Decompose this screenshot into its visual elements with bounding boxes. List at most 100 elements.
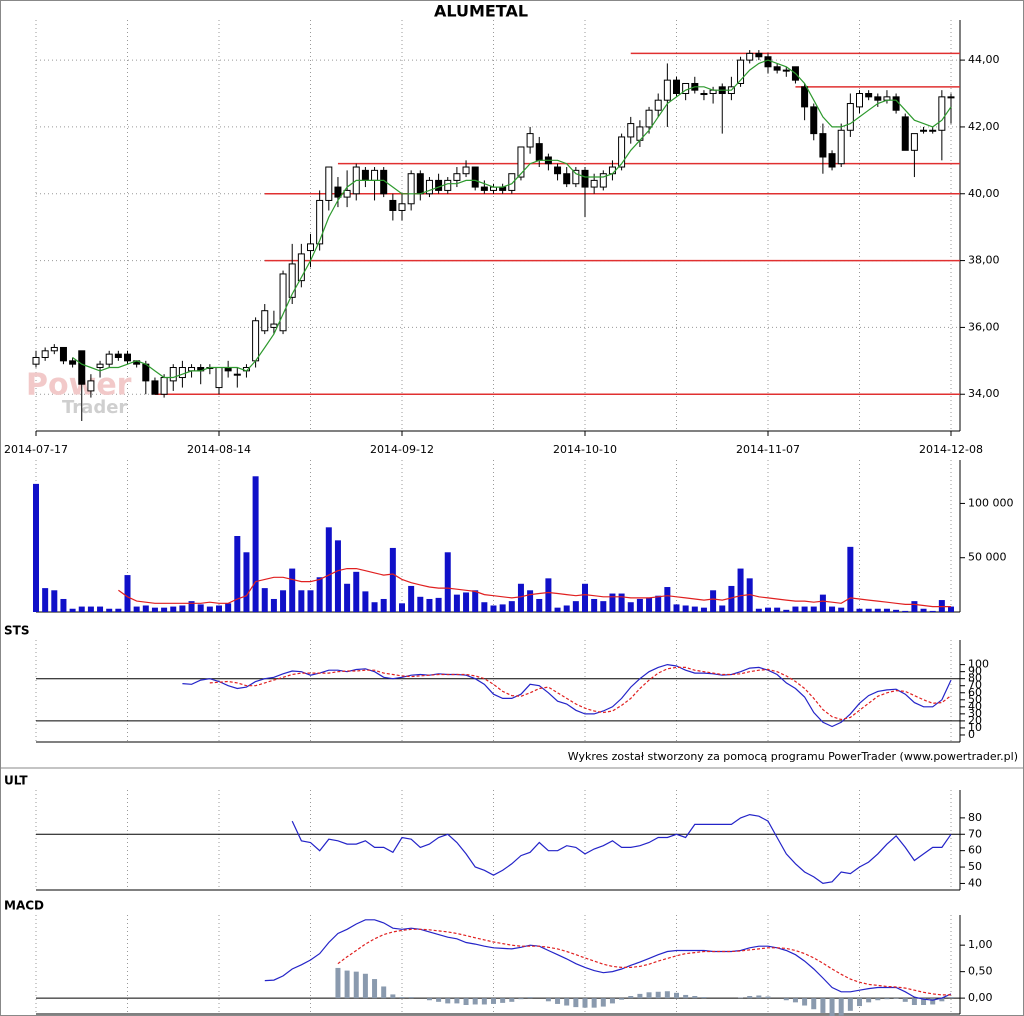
volume-bar xyxy=(435,597,442,612)
candle-body xyxy=(700,93,708,96)
candle-body xyxy=(471,166,479,188)
histogram-bar xyxy=(481,998,487,1005)
volume-bar xyxy=(682,605,689,612)
histogram-bar xyxy=(838,998,844,1016)
volume-bar xyxy=(216,605,222,612)
volume-bar xyxy=(399,603,405,612)
volume-bar xyxy=(197,604,204,612)
candle-body xyxy=(160,377,168,395)
volume-bar xyxy=(307,590,314,612)
candle-body xyxy=(846,103,854,131)
candle-body xyxy=(810,106,818,135)
histogram-bar xyxy=(500,998,506,1003)
histogram-bar xyxy=(472,998,478,1005)
volume-bar xyxy=(646,597,653,612)
candle-body xyxy=(837,129,845,165)
candle-body xyxy=(737,59,745,84)
candle-body xyxy=(124,353,131,362)
volume-bar xyxy=(563,605,570,612)
histogram-bar xyxy=(674,992,679,999)
histogram-bar xyxy=(655,991,661,999)
x-tick-label: 2014-08-14 xyxy=(187,443,251,456)
volume-bar xyxy=(765,607,771,612)
histogram-bar xyxy=(491,998,496,1004)
candle-body xyxy=(782,69,790,72)
candle-body xyxy=(59,346,67,362)
indicator-line xyxy=(209,666,952,721)
volume-bar xyxy=(334,540,341,612)
volume-bar xyxy=(700,607,707,612)
candle-body xyxy=(663,79,671,101)
volume-bar xyxy=(591,598,598,612)
volume-bar xyxy=(87,606,94,612)
candle-body xyxy=(901,116,909,151)
histogram-bar xyxy=(783,998,789,1001)
y-tick-label: 34,00 xyxy=(968,387,1000,400)
volume-bar xyxy=(618,593,625,612)
y-tick-label: 80 xyxy=(968,672,982,685)
histogram-bar xyxy=(664,991,670,999)
candle-body xyxy=(169,367,177,382)
candle-body xyxy=(746,52,754,61)
volume-bar xyxy=(115,608,122,612)
candle-body xyxy=(435,179,443,191)
volume-bar xyxy=(600,601,607,612)
y-tick-label: 38,00 xyxy=(968,254,1000,267)
volume-bar xyxy=(719,605,726,612)
y-tick-label: 50 xyxy=(968,693,982,706)
x-tick-label: 2014-07-17 xyxy=(4,443,68,456)
histogram-bar xyxy=(893,998,899,999)
candle-body xyxy=(910,133,918,151)
candle-body xyxy=(371,169,379,181)
candle-body xyxy=(755,52,763,58)
volume-bar xyxy=(289,568,296,612)
histogram-bar xyxy=(591,998,597,1008)
histogram-bar xyxy=(600,998,606,1007)
histogram-bar xyxy=(921,998,927,1005)
watermark: Trader xyxy=(62,397,127,418)
histogram-bar xyxy=(637,993,643,999)
volume-bar xyxy=(911,601,918,612)
candle-body xyxy=(151,380,159,395)
volume-bar xyxy=(426,598,433,612)
histogram-bar xyxy=(902,998,908,1002)
volume-bar xyxy=(106,608,113,612)
y-tick-label: 100 xyxy=(968,658,989,671)
volume-bar xyxy=(261,588,268,612)
candle-body xyxy=(444,179,452,191)
volume-bar xyxy=(655,595,662,612)
histogram-bar xyxy=(747,996,753,999)
histogram-bar xyxy=(756,995,762,999)
candle-body xyxy=(572,169,580,185)
volume-bar xyxy=(883,608,890,612)
candle-body xyxy=(142,363,150,382)
y-tick-label: 0 xyxy=(968,728,975,741)
candle-body xyxy=(453,173,461,181)
volume-bar xyxy=(929,610,936,612)
candle-body xyxy=(270,323,278,328)
histogram-bar xyxy=(628,996,634,999)
chart-title: ALUMETAL xyxy=(434,2,528,21)
candle-body xyxy=(41,350,49,358)
y-tick-label: 30 xyxy=(968,707,982,720)
candle-body xyxy=(32,356,40,365)
volume-bar xyxy=(42,588,49,612)
histogram-bar xyxy=(692,996,698,999)
volume-bar xyxy=(179,605,186,612)
y-tick-label: 40,00 xyxy=(968,187,1000,200)
histogram-bar xyxy=(390,994,396,999)
histogram-bar xyxy=(820,998,826,1013)
histogram-bar xyxy=(701,997,707,999)
histogram-bar xyxy=(857,998,862,1007)
volume-bar xyxy=(371,602,378,612)
volume-bar xyxy=(444,552,451,612)
x-tick-label: 2014-09-12 xyxy=(370,443,434,456)
candle-body xyxy=(892,96,900,111)
volume-bar xyxy=(325,527,332,612)
y-tick-label: 10 xyxy=(968,721,982,734)
candle-body xyxy=(801,86,809,108)
histogram-bar xyxy=(875,998,881,1001)
candle-body xyxy=(407,173,415,205)
volume-bar xyxy=(133,606,140,612)
